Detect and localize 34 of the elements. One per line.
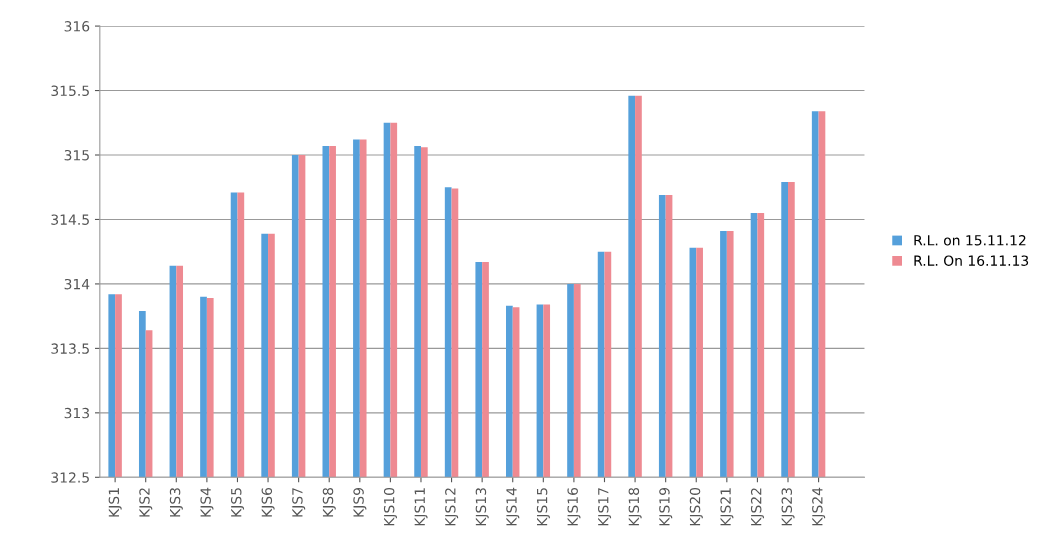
y-tick-label: 314 bbox=[64, 278, 90, 290]
x-tick-label: KJS24 bbox=[812, 487, 826, 526]
x-tick-label: KJS23 bbox=[781, 488, 795, 526]
y-tick-label: 312.5 bbox=[51, 472, 89, 483]
x-tick-label: KJS2 bbox=[139, 488, 153, 517]
x-tick-label: KJS6 bbox=[261, 487, 275, 517]
x-tick-label: KJS10 bbox=[383, 487, 397, 526]
x-tick-label: KJS1 bbox=[108, 488, 122, 517]
x-tick-label: KJS20 bbox=[689, 487, 703, 526]
x-tick-label: KJS14 bbox=[506, 487, 520, 526]
x-tick-label: KJS19 bbox=[659, 488, 673, 526]
y-tick-label: 313 bbox=[64, 407, 89, 419]
x-tick-label: KJS9 bbox=[353, 488, 367, 517]
x-tick-label: KJS4 bbox=[200, 487, 214, 517]
x-tick-label: KJS21 bbox=[720, 488, 734, 526]
y-tick-label: 314.5 bbox=[51, 214, 89, 225]
x-tick-label: KJS18 bbox=[628, 487, 642, 526]
x-tick-label: KJS5 bbox=[230, 488, 245, 517]
y-tick-label: 316 bbox=[64, 21, 90, 32]
x-tick-label: KJS16 bbox=[567, 487, 581, 526]
legend-label: R.L. on 15.11.12 bbox=[914, 235, 1026, 246]
x-tick-label: KJS13 bbox=[475, 488, 489, 526]
x-tick-label: KJS15 bbox=[536, 488, 550, 526]
x-tick-label: KJS3 bbox=[169, 488, 183, 517]
x-tick-label: KJS7 bbox=[292, 488, 306, 517]
y-tick-label: 315.5 bbox=[51, 85, 89, 97]
x-tick-label: KJS17 bbox=[598, 488, 612, 526]
x-tick-label: KJS12 bbox=[445, 488, 459, 526]
x-tick-label: KJS8 bbox=[322, 487, 336, 517]
y-tick-label: 315 bbox=[64, 149, 89, 161]
x-tick-label: KJS22 bbox=[750, 488, 765, 526]
y-tick-label: 313.5 bbox=[51, 343, 89, 354]
x-tick-label: KJS11 bbox=[414, 488, 428, 526]
legend-label: R.L. On 16.11.13 bbox=[914, 255, 1029, 266]
